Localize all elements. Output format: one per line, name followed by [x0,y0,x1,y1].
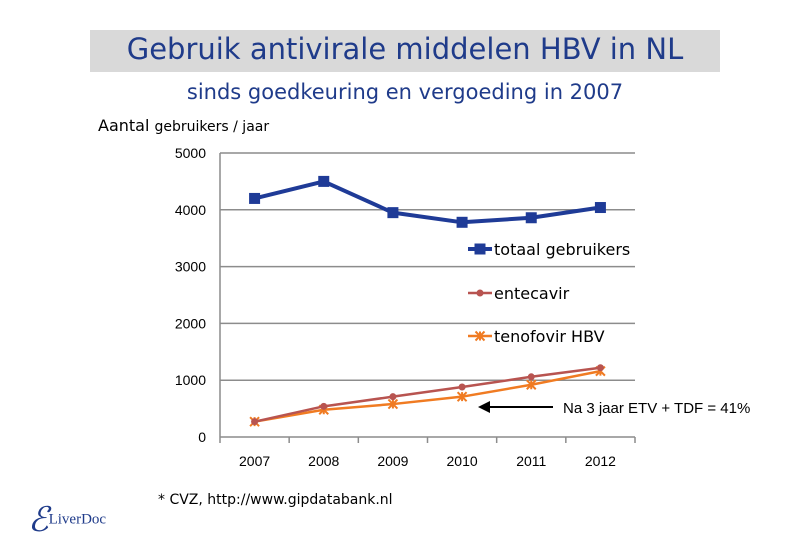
data-point [526,379,537,390]
legend-label: entecavir [494,284,570,303]
x-tick-label: 2008 [308,453,339,469]
annotation-text: Na 3 jaar ETV + TDF = 41% [563,400,750,417]
data-point [476,289,484,297]
x-tick-label: 2007 [239,453,270,469]
y-tick-label: 3000 [175,259,206,275]
x-tick-label: 2011 [516,453,546,469]
x-tick-label: 2009 [377,453,408,469]
y-tick-label: 5000 [175,145,206,161]
y-tick-label: 2000 [175,315,206,331]
data-point [389,393,397,401]
y-tick-label: 0 [198,429,206,445]
y-axis-label: Aantal gebruikers / jaar [98,116,269,135]
data-point [251,418,259,426]
data-point [318,175,330,187]
title-bar [90,30,720,72]
data-point [387,398,399,410]
legend-label: tenofovir HBV [494,327,605,346]
data-point [458,383,466,391]
data-point [594,202,606,214]
annotation-arrowhead [478,401,490,413]
y-tick-label: 4000 [175,202,206,218]
y-axis-label-rest: gebruikers / jaar [154,119,270,135]
data-point [525,212,537,224]
footnote: * CVZ, http://www.gipdatabank.nl [158,492,393,508]
data-point [387,207,399,219]
data-point [456,216,468,228]
data-point [527,373,535,381]
logo-text: LiverDoc [48,511,107,528]
data-point [249,192,261,204]
logo-symbol-icon: ℰ [28,502,49,539]
data-point [596,364,604,372]
legend-label: totaal gebruikers [494,240,630,259]
liverdoc-logo: ℰLiverDoc [28,500,106,540]
series-line-tenofovir-hbv [254,369,601,423]
chart-title: Gebruik antivirale middelen HBV in NL [126,32,684,66]
data-point [474,243,486,255]
data-point [320,402,328,410]
data-point [456,391,468,402]
series-line-totaal-gebruikers [254,179,601,225]
series-line-entecavir [254,366,601,423]
data-point [474,330,486,342]
x-tick-label: 2010 [447,453,478,469]
chart-subtitle: sinds goedkeuring en vergoeding in 2007 [186,80,624,104]
y-axis-label-main: Aantal [98,116,150,135]
y-tick-label: 1000 [175,372,206,388]
x-tick-label: 2012 [585,453,616,469]
